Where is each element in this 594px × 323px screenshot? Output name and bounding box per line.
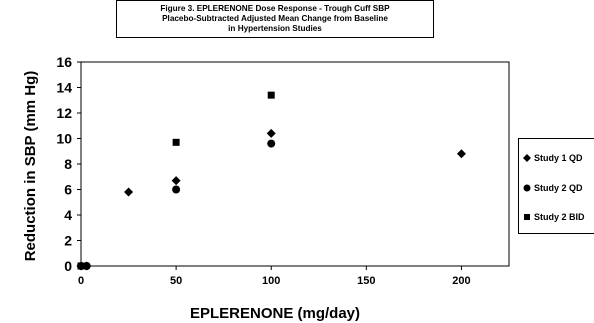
data-point-diamond [171, 176, 181, 186]
x-axis-label: EPLERENONE (mg/day) [190, 305, 360, 322]
chart-title-box: Figure 3. EPLERENONE Dose Response - Tro… [116, 0, 434, 38]
x-tick-labels: 0 50 100 150 200 [78, 266, 471, 287]
x-tick-label: 200 [452, 275, 470, 287]
y-tick-label: 0 [64, 258, 72, 274]
data-point-diamond [124, 187, 134, 197]
data-point-square [172, 138, 180, 146]
diamond-marker-icon [523, 154, 531, 162]
y-tick-label: 8 [64, 156, 72, 172]
data-point-circle [172, 185, 181, 194]
x-tick-label: 150 [357, 275, 375, 287]
legend-item-study2-bid: Study 2 BID [523, 212, 585, 222]
legend-label: Study 1 QD [534, 153, 583, 163]
y-tick-label: 12 [56, 105, 72, 121]
plot-area-frame [80, 61, 510, 267]
chart-title: Figure 3. EPLERENONE Dose Response - Tro… [160, 4, 390, 33]
data-point-diamond [456, 149, 466, 159]
y-tick-label: 14 [56, 80, 72, 96]
circle-marker-icon [523, 184, 531, 192]
axes [80, 61, 510, 267]
legend-item-study1: Study 1 QD [523, 153, 583, 163]
data-point-circle [82, 262, 91, 270]
x-tick-label: 50 [170, 275, 182, 287]
data-point-circle [267, 139, 276, 148]
data-point-square [267, 91, 275, 99]
y-tick-label: 16 [56, 54, 72, 70]
y-tick-label: 2 [64, 233, 72, 249]
data-point-diamond [266, 128, 276, 138]
legend-item-study2-qd: Study 2 QD [523, 183, 583, 193]
data-point-square [77, 262, 85, 270]
x-tick-label: 100 [262, 275, 280, 287]
x-tick-label: 0 [78, 275, 84, 287]
y-axis-label: Reduction in SBP (mm Hg) [22, 71, 39, 262]
legend-label: Study 2 QD [534, 183, 583, 193]
square-marker-icon [524, 214, 530, 220]
y-tick-labels: 0 2 4 6 8 10 12 14 16 [56, 54, 81, 274]
legend-label: Study 2 BID [534, 212, 585, 222]
y-tick-label: 10 [56, 131, 72, 147]
y-tick-label: 6 [64, 182, 72, 198]
data-points [76, 91, 466, 271]
y-tick-label: 4 [64, 207, 72, 223]
legend: Study 1 QD Study 2 QD Study 2 BID [518, 138, 594, 234]
